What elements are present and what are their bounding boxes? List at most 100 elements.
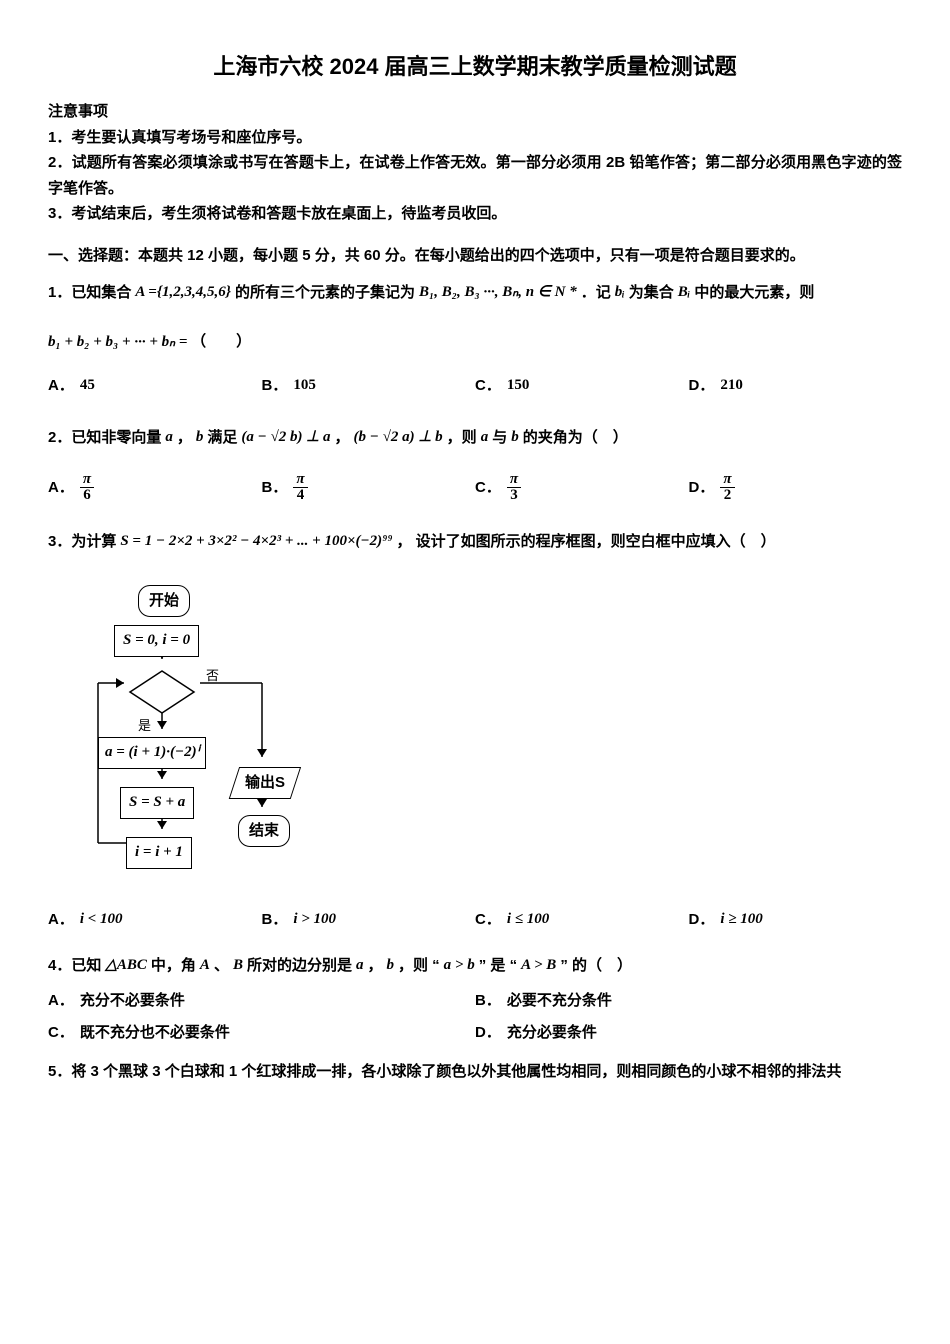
q3-opt-C: C．i ≤ 100 — [475, 907, 689, 933]
opt-label: D． — [689, 907, 715, 933]
q3-opt-D-val: i ≥ 100 — [720, 907, 762, 933]
q2-b2: b — [511, 425, 519, 451]
fc-yes: 是 — [138, 715, 151, 737]
q1-opt-C: C．150 — [475, 373, 689, 399]
q1-bi: bᵢ — [615, 280, 625, 306]
opt-label: D． — [689, 475, 715, 501]
q4-dun: 、 — [214, 953, 229, 979]
q2-opt-C-frac: π3 — [507, 472, 521, 503]
opt-label: D． — [475, 1020, 501, 1046]
q2-opt-D: D． π2 — [689, 472, 903, 503]
q3-opt-C-val: i ≤ 100 — [507, 907, 549, 933]
frac-num: π — [507, 472, 521, 488]
notice-block: 注意事项 1．考生要认真填写考场号和座位序号。 2．试题所有答案必须填涂或书写在… — [48, 99, 902, 227]
q4-opt-B: B．必要不充分条件 — [475, 988, 902, 1014]
q3-tail: ， 设计了如图所示的程序框图，则空白框中应填入（ ） — [397, 529, 776, 555]
opt-label: C． — [475, 475, 501, 501]
q1-prefix: 1．已知集合 — [48, 280, 131, 306]
fc-start: 开始 — [138, 585, 190, 617]
fc-decision — [128, 669, 196, 715]
fc-assign: a = (i + 1)·(−2)ⁱ — [98, 737, 206, 769]
q2-c2: ， — [335, 425, 350, 451]
q4-b: b — [387, 953, 395, 979]
q1-paren: （ ） — [191, 334, 251, 350]
fc-output-text: 输出S — [245, 770, 285, 796]
q4-opt-D-val: 充分必要条件 — [507, 1020, 597, 1046]
q4-c2: A > B — [521, 953, 556, 979]
fc-inc: i = i + 1 — [126, 837, 192, 869]
q5-text: 5．将 3 个黑球 3 个白球和 1 个红球排成一排，各小球除了颜色以外其他属性… — [48, 1059, 902, 1085]
opt-label: A． — [48, 373, 74, 399]
q1-opt-A-val: 45 — [80, 373, 95, 399]
opt-label: B． — [475, 988, 501, 1014]
q4-options: A．充分不必要条件 B．必要不充分条件 C．既不充分也不必要条件 D．充分必要条… — [48, 988, 902, 1051]
frac-num: π — [720, 472, 734, 488]
q4-opt-C-val: 既不充分也不必要条件 — [80, 1020, 230, 1046]
q4-comma: ， — [367, 953, 382, 979]
q2-opt-D-frac: π2 — [720, 472, 734, 503]
q2-mid1: 满足 — [207, 425, 237, 451]
fc-output: 输出S — [229, 767, 301, 799]
q1-mid1: 的所有三个元素的子集记为 — [235, 280, 415, 306]
q1-opt-A: A．45 — [48, 373, 262, 399]
q4-mid3: ，则 “ — [398, 953, 440, 979]
opt-label: A． — [48, 475, 74, 501]
q4-mid2: 所对的边分别是 — [247, 953, 352, 979]
q2-mid2: ，则 — [447, 425, 477, 451]
q2-with: 与 — [492, 425, 507, 451]
q1-Bs: B₁, B₂, B₃ ···, Bₙ, n ∈ N * — [419, 280, 577, 306]
q3-flowchart: 开始 S = 0, i = 0 否 是 a = (i + 1)·(−2)ⁱ 输出… — [84, 571, 902, 890]
q4-A: A — [200, 953, 210, 979]
fc-sum: S = S + a — [120, 787, 194, 819]
q4-mid1: 中，角 — [151, 953, 196, 979]
q1-opt-C-val: 150 — [507, 373, 530, 399]
frac-num: π — [80, 472, 94, 488]
q2-c1: ， — [177, 425, 192, 451]
fc-end: 结束 — [238, 815, 290, 847]
q1-mid3: 为集合 — [629, 280, 674, 306]
fc-no: 否 — [206, 665, 219, 687]
q1-options: A．45 B．105 C．150 D．210 — [48, 373, 902, 399]
notice-line-1: 1．考生要认真填写考场号和座位序号。 — [48, 125, 902, 151]
page-title: 上海市六校 2024 届高三上数学期末教学质量检测试题 — [48, 48, 902, 85]
q1-mid2: ．记 — [581, 280, 611, 306]
opt-label: A． — [48, 907, 74, 933]
opt-label: A． — [48, 988, 74, 1014]
q2-e1: (a − √2 b) ⊥ a — [241, 425, 330, 451]
q4-opt-C: C．既不充分也不必要条件 — [48, 1020, 475, 1046]
section-intro: 一、选择题：本题共 12 小题，每小题 5 分，共 60 分。在每小题给出的四个… — [48, 243, 902, 269]
q1-opt-B: B．105 — [262, 373, 476, 399]
q2-e2: (b − √2 a) ⊥ b — [354, 425, 443, 451]
q4-opt-D: D．充分必要条件 — [475, 1020, 902, 1046]
question-4: 4．已知 △ABC 中，角 A 、 B 所对的边分别是 a ， b ，则 “ a… — [48, 953, 902, 1052]
frac-den: 2 — [721, 488, 735, 503]
q3-options: A．i < 100 B．i > 100 C．i ≤ 100 D．i ≥ 100 — [48, 907, 902, 933]
opt-label: D． — [689, 373, 715, 399]
frac-den: 4 — [294, 488, 308, 503]
q2-a2: a — [481, 425, 489, 451]
q4-prefix: 4．已知 — [48, 953, 101, 979]
q3-opt-D: D．i ≥ 100 — [689, 907, 903, 933]
q1-opt-D-val: 210 — [720, 373, 743, 399]
opt-label: C． — [475, 907, 501, 933]
q1-setA: A ={1,2,3,4,5,6} — [135, 280, 231, 306]
question-3: 3．为计算 S = 1 − 2×2 + 3×2² − 4×2³ + ... + … — [48, 529, 902, 933]
q2-a: a — [165, 425, 173, 451]
q4-tail: ” 的（ ） — [560, 953, 632, 979]
q2-options: A． π6 B． π4 C． π3 D． π2 — [48, 472, 902, 503]
opt-label: B． — [262, 373, 288, 399]
q2-opt-A-frac: π6 — [80, 472, 94, 503]
notice-heading: 注意事项 — [48, 99, 902, 125]
question-2: 2．已知非零向量 a ， b 满足 (a − √2 b) ⊥ a ， (b − … — [48, 425, 902, 504]
notice-line-2: 2．试题所有答案必须填涂或书写在答题卡上，在试卷上作答无效。第一部分必须用 2B… — [48, 150, 902, 201]
q2-opt-A: A． π6 — [48, 472, 262, 503]
q1-Bi: Bᵢ — [678, 280, 691, 306]
q2-opt-B: B． π4 — [262, 472, 476, 503]
fc-init: S = 0, i = 0 — [114, 625, 199, 657]
q2-prefix: 2．已知非零向量 — [48, 425, 161, 451]
q4-a: a — [356, 953, 364, 979]
q3-opt-B: B．i > 100 — [262, 907, 476, 933]
q2-tail: 的夹角为（ ） — [523, 425, 628, 451]
q2-opt-C: C． π3 — [475, 472, 689, 503]
q4-c1: a > b — [444, 953, 475, 979]
